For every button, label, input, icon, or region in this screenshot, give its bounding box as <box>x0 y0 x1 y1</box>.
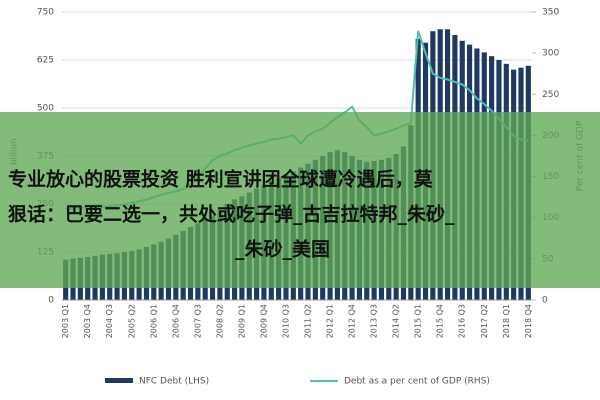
x-tick-label: 2012 Q4 <box>348 304 357 338</box>
y2-tick-label: 250 <box>542 90 559 100</box>
x-tick-label: 2013 Q3 <box>370 304 379 338</box>
y-tick-label: 625 <box>37 56 54 66</box>
x-tick-label: 2008 Q2 <box>215 304 224 338</box>
x-tick-label: 2005 Q2 <box>127 304 136 338</box>
x-tick-label: 2011 Q2 <box>304 304 313 338</box>
x-tick-label: 2006 Q4 <box>171 304 180 338</box>
y-tick-label: 750 <box>37 8 54 18</box>
x-tick-label: 2018 Q4 <box>524 304 533 338</box>
x-tick-label: 2003 Q4 <box>83 304 92 338</box>
x-tick-label: 2009 Q4 <box>259 304 268 338</box>
x-tick-label: 2003 Q1 <box>61 304 70 338</box>
overlay-text: _朱砂_美国 <box>235 238 330 261</box>
x-tick-label: 2010 Q3 <box>281 304 290 338</box>
legend-label: Debt as a per cent of GDP (RHS) <box>344 377 490 387</box>
y2-tick-label: 350 <box>542 8 559 18</box>
overlay-text: 狠话：巴要二选一，共处或吃子弹_古吉拉特邦_朱砂_ <box>8 203 455 226</box>
x-tick-label: 2015 Q4 <box>436 304 445 338</box>
x-tick-label: 2006 Q1 <box>149 304 158 338</box>
x-tick-label: 2004 Q3 <box>105 304 114 338</box>
x-tick-label: 2012 Q1 <box>326 304 335 338</box>
x-tick-label: 2007 Q3 <box>193 304 202 338</box>
legend-swatch <box>105 378 133 383</box>
x-tick-label: 2014 Q2 <box>392 304 401 338</box>
y2-tick-label: 0 <box>542 296 548 306</box>
x-tick-label: 2009 Q1 <box>237 304 246 338</box>
x-tick-label: 2017 Q2 <box>480 304 489 338</box>
x-tick-label: 2016 Q3 <box>458 304 467 338</box>
overlay-text: 专业放心的股票投资 胜利宣讲团全球遭冷遇后，莫 <box>8 168 434 191</box>
y2-tick-label: 300 <box>542 49 559 59</box>
legend-label: NFC Debt (LHS) <box>139 377 209 387</box>
x-tick-label: 2018 Q1 <box>502 304 511 338</box>
x-tick-label: 2015 Q1 <box>414 304 423 338</box>
overlay-banner <box>0 112 600 288</box>
y-tick-label: 500 <box>37 104 54 114</box>
y-tick-label: 0 <box>48 296 54 306</box>
